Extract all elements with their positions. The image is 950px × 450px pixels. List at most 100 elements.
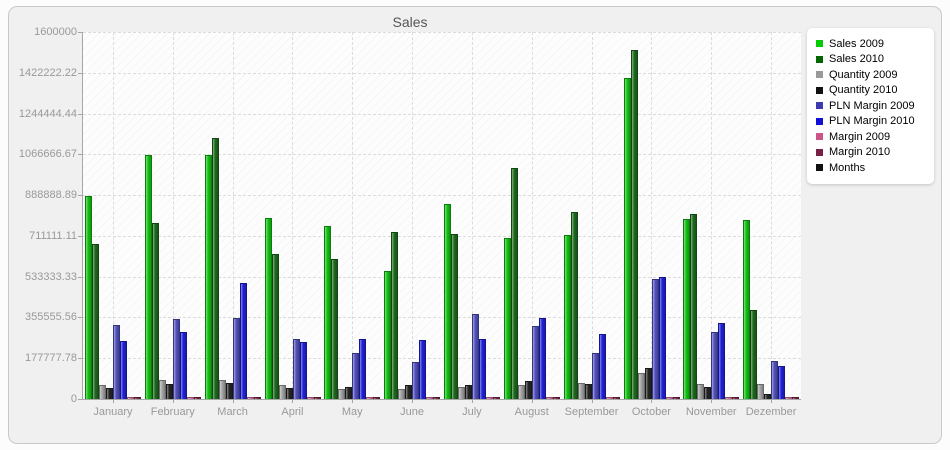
bar-sales-2010[interactable] [272,254,279,399]
bar-quantity-2009[interactable] [458,387,465,399]
bar-margin-2009[interactable] [606,397,613,399]
bar-sales-2010[interactable] [152,223,159,399]
bar-sales-2009[interactable] [145,155,152,399]
bar-quantity-2009[interactable] [638,373,645,399]
bar-sales-2010[interactable] [212,138,219,399]
bar-pln-margin-2010[interactable] [718,323,725,399]
bar-pln-margin-2009[interactable] [233,318,240,399]
bar-quantity-2009[interactable] [578,383,585,399]
bar-quantity-2009[interactable] [99,385,106,399]
legend-item[interactable]: Months [812,160,930,176]
bar-quantity-2009[interactable] [398,389,405,399]
bar-quantity-2010[interactable] [405,385,412,399]
bar-margin-2010[interactable] [134,397,141,399]
bar-sales-2009[interactable] [384,271,391,399]
bar-quantity-2009[interactable] [757,384,764,399]
bar-margin-2010[interactable] [373,397,380,399]
bar-margin-2009[interactable] [486,397,493,399]
bar-pln-margin-2010[interactable] [778,366,785,399]
bar-pln-margin-2009[interactable] [771,361,778,399]
bar-pln-margin-2009[interactable] [412,362,419,399]
bar-margin-2009[interactable] [247,397,254,399]
bar-pln-margin-2010[interactable] [599,334,606,399]
legend-item[interactable]: Quantity 2009 [812,67,930,83]
bar-margin-2010[interactable] [732,397,739,399]
bar-margin-2010[interactable] [314,397,321,399]
bar-margin-2009[interactable] [366,397,373,399]
bar-sales-2010[interactable] [451,234,458,399]
bar-quantity-2009[interactable] [697,384,704,399]
bar-quantity-2010[interactable] [166,384,173,399]
bar-pln-margin-2010[interactable] [359,339,366,399]
legend-item[interactable]: PLN Margin 2010 [812,114,930,130]
bar-quantity-2010[interactable] [764,394,771,399]
bar-sales-2010[interactable] [631,50,638,399]
bar-pln-margin-2010[interactable] [180,332,187,399]
bar-margin-2009[interactable] [307,397,314,399]
bar-quantity-2009[interactable] [518,385,525,399]
bar-pln-margin-2010[interactable] [479,339,486,399]
bar-margin-2009[interactable] [725,397,732,399]
bar-quantity-2009[interactable] [279,385,286,399]
bar-sales-2009[interactable] [324,226,331,399]
bar-quantity-2009[interactable] [219,380,226,399]
legend-item[interactable]: Sales 2009 [812,36,930,52]
bar-sales-2009[interactable] [205,155,212,399]
bar-pln-margin-2009[interactable] [293,339,300,399]
bar-pln-margin-2009[interactable] [592,353,599,399]
bar-quantity-2010[interactable] [585,384,592,399]
bar-sales-2010[interactable] [391,232,398,399]
bar-margin-2009[interactable] [666,397,673,399]
legend-item[interactable]: PLN Margin 2009 [812,98,930,114]
bar-sales-2009[interactable] [743,220,750,399]
bar-margin-2010[interactable] [673,397,680,399]
bar-margin-2010[interactable] [792,397,799,399]
bar-pln-margin-2009[interactable] [652,279,659,399]
bar-sales-2010[interactable] [571,212,578,399]
bar-quantity-2010[interactable] [345,387,352,399]
bar-margin-2009[interactable] [546,397,553,399]
bar-pln-margin-2010[interactable] [539,318,546,399]
bar-sales-2009[interactable] [564,235,571,399]
bar-quantity-2010[interactable] [226,383,233,399]
bar-quantity-2010[interactable] [106,388,113,399]
bar-margin-2009[interactable] [426,397,433,399]
bar-pln-margin-2010[interactable] [120,341,127,399]
bar-quantity-2010[interactable] [525,381,532,399]
bar-margin-2010[interactable] [553,397,560,399]
bar-sales-2009[interactable] [444,204,451,399]
bar-sales-2010[interactable] [750,310,757,399]
bar-margin-2010[interactable] [613,397,620,399]
bar-sales-2009[interactable] [683,219,690,399]
legend-item[interactable]: Sales 2010 [812,52,930,68]
bar-pln-margin-2009[interactable] [711,332,718,399]
bar-pln-margin-2010[interactable] [419,340,426,399]
legend-item[interactable]: Margin 2010 [812,145,930,161]
bar-margin-2009[interactable] [785,397,792,399]
bar-sales-2010[interactable] [331,259,338,399]
bar-sales-2009[interactable] [624,78,631,399]
bar-margin-2009[interactable] [187,397,194,399]
bar-sales-2010[interactable] [690,214,697,399]
bar-sales-2010[interactable] [92,244,99,399]
bar-pln-margin-2009[interactable] [113,325,120,399]
bar-pln-margin-2009[interactable] [173,319,180,399]
bar-pln-margin-2010[interactable] [300,342,307,399]
bar-quantity-2010[interactable] [645,368,652,399]
bar-pln-margin-2010[interactable] [240,283,247,399]
bar-quantity-2009[interactable] [338,389,345,399]
bar-pln-margin-2009[interactable] [472,314,479,399]
bar-quantity-2010[interactable] [465,385,472,399]
bar-pln-margin-2009[interactable] [532,326,539,399]
bar-margin-2010[interactable] [194,397,201,399]
bar-sales-2009[interactable] [265,218,272,399]
bar-margin-2010[interactable] [433,397,440,399]
bar-pln-margin-2009[interactable] [352,353,359,399]
bar-sales-2009[interactable] [504,238,511,399]
bar-margin-2010[interactable] [254,397,261,399]
bar-margin-2009[interactable] [127,397,134,399]
bar-quantity-2010[interactable] [286,388,293,399]
legend-item[interactable]: Margin 2009 [812,129,930,145]
bar-pln-margin-2010[interactable] [659,277,666,399]
legend-item[interactable]: Quantity 2010 [812,83,930,99]
